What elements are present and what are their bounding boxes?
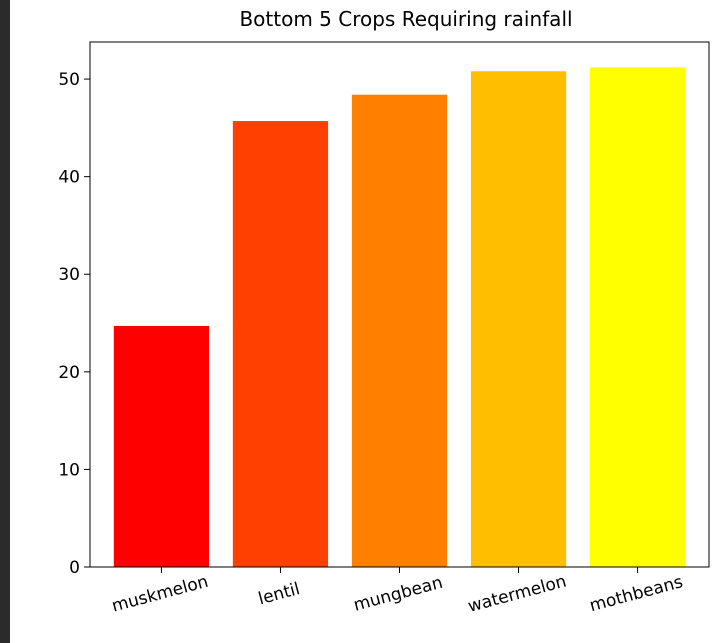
bar-mungbean [351, 94, 448, 568]
y-tick-label: 30 [58, 265, 80, 285]
x-axis: muskmelon lentil mungbean watermelon mothbea… [110, 567, 685, 617]
chart-frame: Bottom 5 Crops Requiring rainfall 0 10 20 3… [10, 0, 713, 643]
x-tick-label: muskmelon [110, 572, 211, 617]
bars-group [113, 67, 686, 568]
y-tick-label: 0 [69, 558, 80, 578]
bar-muskmelon [113, 325, 210, 567]
y-tick-label: 20 [58, 363, 80, 383]
y-tick-label: 10 [58, 460, 80, 480]
bar-chart: Bottom 5 Crops Requiring rainfall 0 10 20 3… [58, 7, 710, 617]
y-tick-label: 40 [58, 168, 80, 188]
chart-title: Bottom 5 Crops Requiring rainfall [239, 7, 572, 31]
x-tick-label: mothbeans [587, 572, 685, 616]
x-tick-label: lentil [256, 579, 302, 609]
plot-frame [89, 41, 710, 568]
x-tick-label: watermelon [466, 571, 569, 616]
bar-lentil [232, 121, 329, 567]
bar-watermelon [470, 71, 567, 568]
y-tick-label: 50 [58, 70, 80, 90]
bar-mothbeans [589, 67, 686, 567]
y-axis: 0 10 20 30 40 50 [58, 70, 90, 578]
x-tick-label: mungbean [352, 573, 445, 616]
